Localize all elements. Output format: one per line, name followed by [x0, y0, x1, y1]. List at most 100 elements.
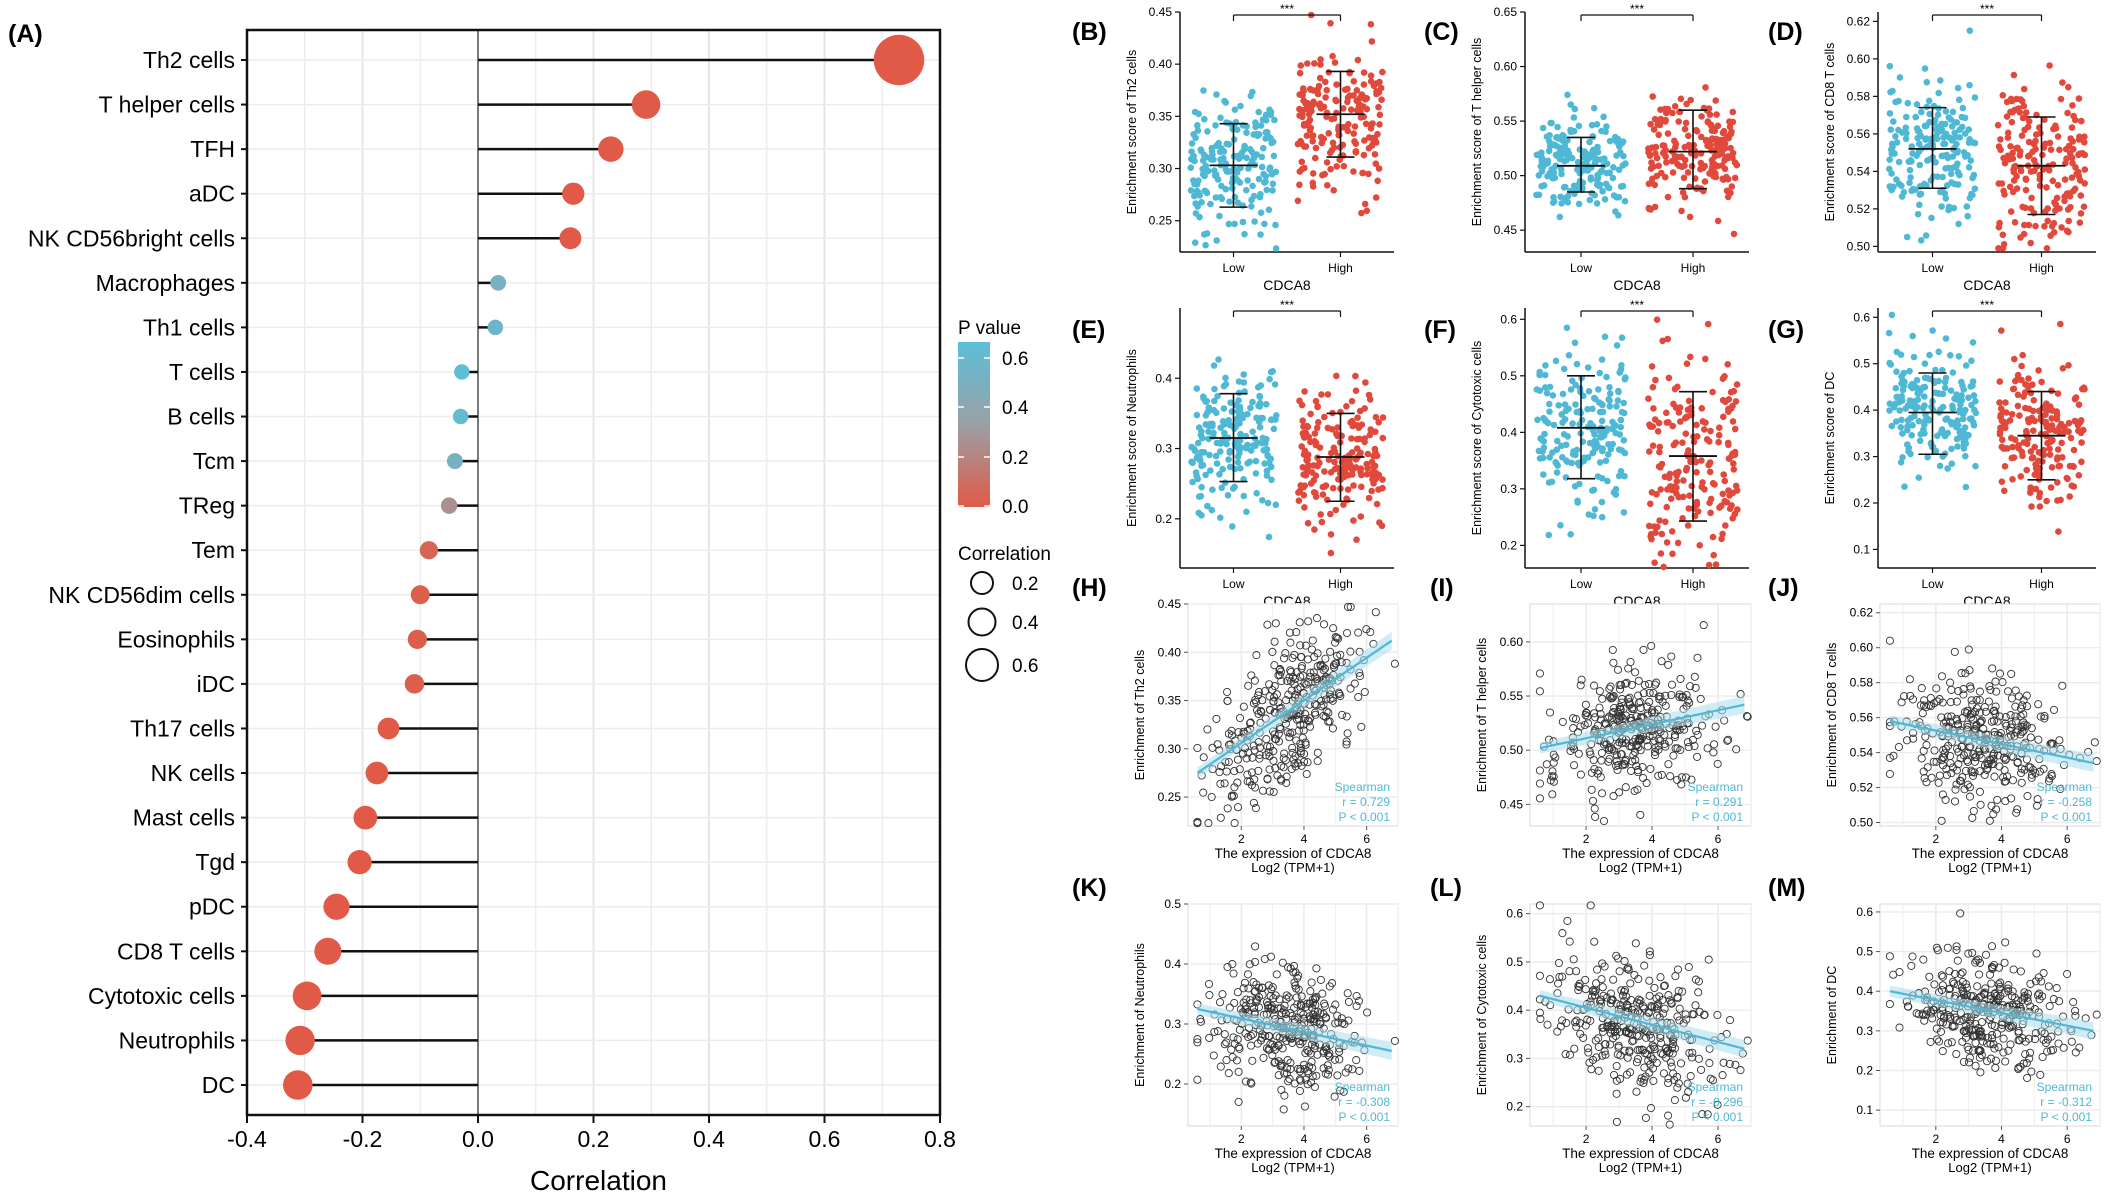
data-point — [1247, 404, 1254, 412]
data-point — [1375, 419, 1382, 426]
data-point — [1212, 452, 1220, 460]
data-point — [2000, 958, 2009, 967]
data-point — [1284, 1077, 1293, 1086]
data-point — [1237, 465, 1244, 472]
data-point — [1545, 708, 1555, 717]
data-point — [1535, 779, 1544, 788]
data-point — [1344, 997, 1353, 1006]
data-point — [1975, 1045, 1984, 1054]
data-point — [1576, 770, 1585, 779]
data-point — [1727, 388, 1735, 396]
data-point — [1350, 92, 1357, 99]
data-point — [1248, 1030, 1258, 1039]
data-point — [1220, 1030, 1229, 1039]
data-point — [1667, 690, 1676, 700]
y-tick-label: 0.5 — [1164, 897, 1181, 911]
data-point — [1296, 105, 1303, 113]
data-point — [1322, 94, 1329, 101]
data-point — [1615, 446, 1623, 453]
data-point — [1362, 379, 1369, 386]
data-point — [1995, 223, 2003, 231]
data-point — [2025, 375, 2032, 382]
data-point — [1999, 231, 2007, 239]
data-point — [1955, 1017, 1964, 1026]
data-point — [1925, 972, 1934, 981]
data-point — [1328, 1005, 1337, 1014]
data-point — [1719, 530, 1726, 538]
data-point — [1260, 687, 1269, 696]
data-point — [2007, 794, 2016, 803]
data-point — [1591, 986, 1600, 995]
data-point — [1731, 1060, 1740, 1069]
data-point — [2030, 427, 2037, 435]
data-point — [1599, 991, 1608, 1000]
data-point — [1598, 983, 1607, 992]
data-point — [1304, 519, 1312, 527]
data-point — [1307, 124, 1315, 132]
data-point — [1230, 783, 1239, 792]
x-tick-label: 0.0 — [462, 1126, 494, 1152]
data-point — [1316, 74, 1324, 82]
data-point — [1656, 117, 1664, 124]
data-point — [1729, 515, 1736, 522]
data-point — [2057, 320, 2064, 328]
data-point — [1304, 617, 1313, 626]
data-point — [1648, 363, 1656, 370]
data-point — [2028, 455, 2036, 462]
data-point — [1601, 333, 1609, 341]
data-point — [1618, 334, 1626, 342]
data-point — [1996, 378, 2004, 385]
data-point — [2080, 203, 2088, 210]
data-point — [1558, 717, 1567, 726]
data-point — [1352, 148, 1359, 155]
data-point — [1682, 467, 1690, 474]
data-point — [1598, 513, 1606, 521]
data-point — [1653, 316, 1661, 324]
data-point — [2054, 390, 2062, 397]
data-point — [1267, 111, 1274, 119]
y-tick-label: 0.25 — [1149, 214, 1173, 228]
data-point — [1617, 986, 1626, 995]
data-point — [1226, 198, 1233, 205]
data-point — [1554, 123, 1561, 131]
data-point — [1311, 1012, 1320, 1021]
x-tick-label: High — [1328, 577, 1353, 591]
data-point — [2054, 1039, 2063, 1048]
data-point — [1310, 1082, 1319, 1092]
data-point — [1960, 429, 1968, 437]
data-point — [1700, 1010, 1709, 1019]
data-point — [2059, 1043, 2068, 1052]
data-point — [1641, 1113, 1650, 1122]
data-point — [2032, 222, 2039, 230]
data-point — [1986, 685, 1995, 694]
data-point — [1296, 181, 1303, 189]
data-point — [2078, 458, 2085, 466]
data-point — [1713, 111, 1720, 118]
data-point — [1287, 677, 1296, 686]
y-tick-label: Eosinophils — [117, 626, 235, 652]
data-point — [2067, 1037, 2076, 1046]
data-point — [1570, 1044, 1579, 1053]
data-point — [2035, 995, 2044, 1004]
data-point — [1574, 497, 1581, 505]
data-point — [1617, 739, 1627, 748]
data-point — [1961, 130, 1969, 137]
data-point — [1621, 783, 1630, 792]
data-point — [2054, 446, 2062, 453]
y-tick-label: 0.60 — [1847, 52, 1871, 66]
data-point — [1230, 819, 1239, 828]
data-point — [1916, 201, 1923, 209]
data-point — [1222, 374, 1229, 382]
data-point — [1888, 422, 1896, 430]
data-point — [1198, 147, 1205, 155]
data-point — [1242, 754, 1251, 763]
y-axis-title: Enrichment of CD8 T cells — [1825, 643, 1839, 788]
data-point — [1618, 139, 1626, 147]
data-point — [1565, 967, 1574, 976]
data-point — [1613, 152, 1620, 159]
data-point — [1660, 981, 1669, 990]
data-point — [1660, 563, 1667, 571]
lollipop-dot — [292, 981, 322, 1011]
data-point — [1702, 84, 1709, 91]
